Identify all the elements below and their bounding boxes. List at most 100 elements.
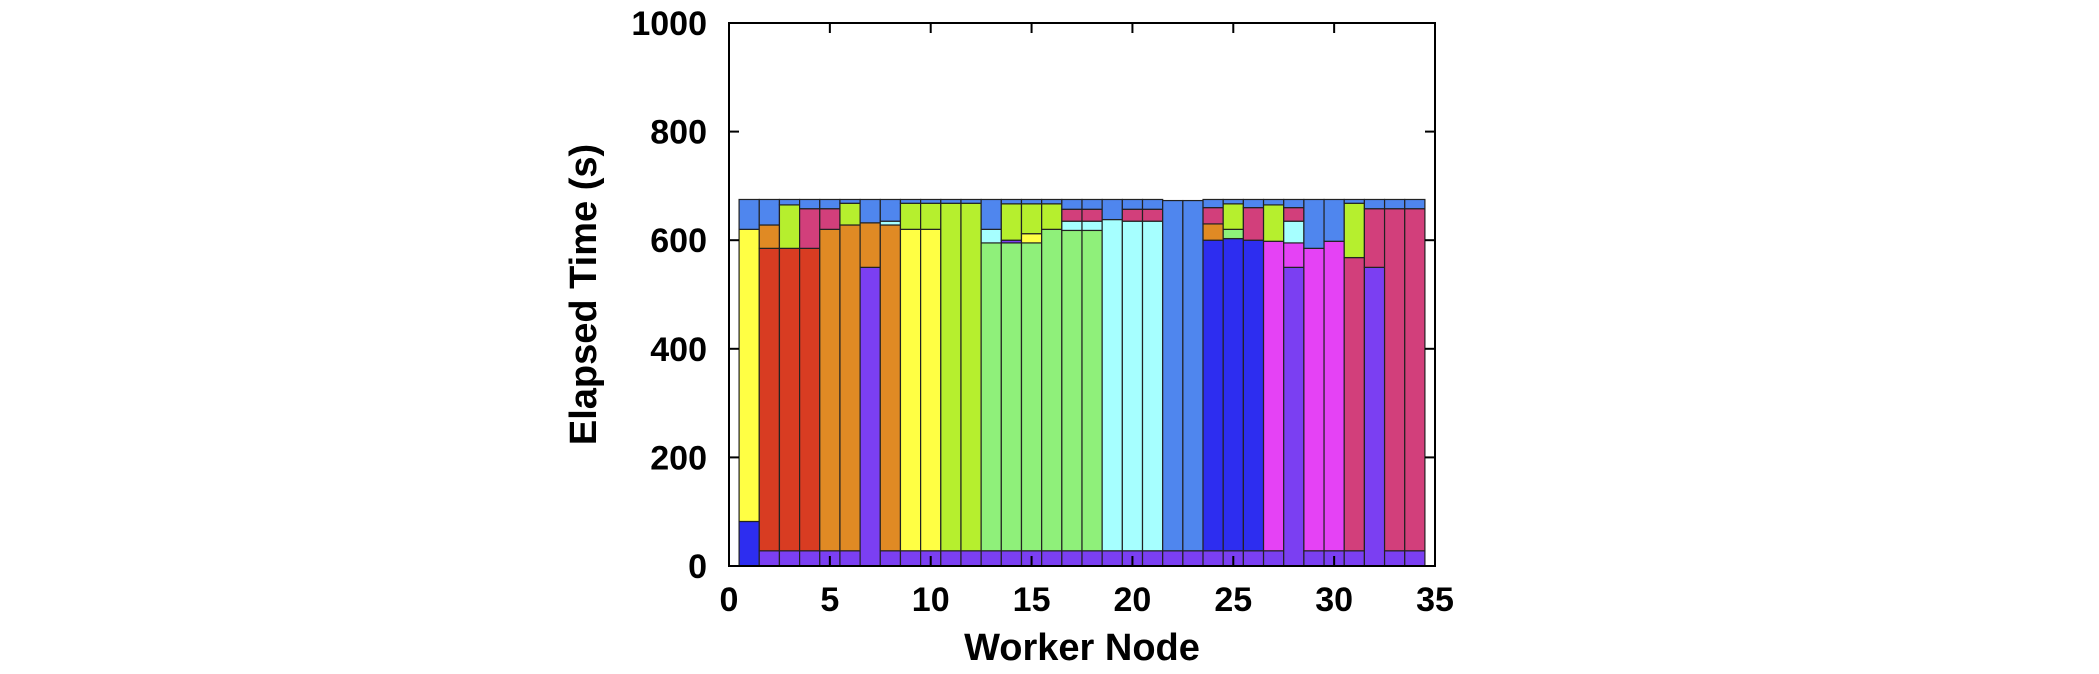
bar-segment-node-29-1 (1303, 247, 1325, 552)
bar-segment-node-17-3 (1061, 208, 1083, 222)
bar-segment-node-34-0 (1404, 550, 1426, 567)
bar-segment-node-19-2 (1101, 198, 1123, 221)
bar-segment-node-19-0 (1101, 550, 1123, 567)
bar-segment-node-18-3 (1081, 208, 1103, 222)
bar-segment-node-3-1 (778, 247, 801, 552)
bar-segment-node-34-2 (1404, 198, 1426, 210)
bar-segment-node-28-0 (1283, 266, 1305, 567)
bar-segment-node-1-0 (738, 520, 760, 567)
bar-segment-node-24-0 (1202, 550, 1224, 567)
y-tick-label-800: 800 (650, 114, 707, 152)
bar-segment-node-15-1 (1020, 242, 1043, 552)
bar-segment-node-31-0 (1343, 550, 1365, 567)
bar-segment-node-29-2 (1303, 198, 1325, 249)
bar-segment-node-4-0 (798, 550, 821, 567)
bar-segment-node-21-3 (1141, 198, 1164, 210)
bar-segment-node-21-0 (1141, 550, 1164, 567)
bar-segment-node-20-3 (1121, 198, 1144, 210)
bar-segment-node-23-0 (1182, 550, 1204, 567)
bar-segment-node-6-3 (839, 198, 861, 204)
y-tick-label-200: 200 (650, 439, 707, 477)
bar-segment-node-9-3 (899, 198, 922, 204)
bar-segment-node-4-1 (798, 247, 821, 552)
bar-segment-node-10-3 (920, 198, 942, 204)
ticks-layer: 0 200 400 600 800 1000 0 5 10 15 20 25 30 35 (631, 5, 1454, 619)
bar-segment-node-25-4 (1222, 198, 1244, 205)
bar-segment-node-31-2 (1343, 202, 1365, 259)
bar-segment-node-13-1 (980, 242, 1002, 552)
bar-segment-node-13-0 (980, 550, 1002, 567)
bar-segment-node-8-1 (879, 224, 902, 552)
bar-segment-node-18-2 (1081, 220, 1103, 232)
bar-segment-node-4-2 (798, 208, 821, 249)
bar-segment-node-26-0 (1242, 550, 1265, 567)
x-tick-label-20: 20 (1114, 581, 1152, 619)
bar-segment-node-18-1 (1081, 229, 1103, 552)
x-tick-label-5: 5 (820, 581, 839, 619)
bar-segment-node-3-0 (778, 550, 801, 567)
bar-segment-node-30-1 (1323, 240, 1345, 552)
bar-segment-node-26-1 (1242, 239, 1265, 552)
bar-segment-node-32-2 (1363, 198, 1386, 210)
bar-segment-node-14-4 (1000, 198, 1023, 205)
y-tick-label-1000: 1000 (631, 5, 707, 43)
x-tick-label-25: 25 (1214, 581, 1252, 619)
bars-layer (738, 198, 1426, 567)
bar-segment-node-9-2 (899, 202, 922, 230)
bar-segment-node-22-1 (1162, 199, 1184, 552)
bar-segment-node-21-2 (1141, 208, 1164, 222)
bar-segment-node-2-0 (758, 550, 781, 567)
bar-segment-node-28-2 (1283, 220, 1305, 244)
bar-segment-node-12-0 (960, 550, 982, 567)
bar-segment-node-18-4 (1081, 198, 1103, 210)
bar-segment-node-27-2 (1262, 204, 1285, 242)
bar-segment-node-15-4 (1020, 198, 1043, 205)
bar-segment-node-15-3 (1020, 203, 1043, 235)
bar-segment-node-2-3 (758, 198, 781, 226)
bar-segment-node-11-0 (940, 550, 962, 567)
bar-segment-node-13-3 (980, 198, 1002, 230)
y-tick-label-600: 600 (650, 222, 707, 260)
bar-segment-node-17-0 (1061, 550, 1083, 567)
bar-segment-node-15-2 (1020, 233, 1043, 244)
bar-segment-node-28-4 (1283, 198, 1305, 209)
bar-segment-node-12-2 (960, 198, 982, 204)
bar-segment-node-26-2 (1242, 207, 1265, 241)
bar-segment-node-14-3 (1000, 203, 1023, 241)
bar-segment-node-5-2 (819, 208, 841, 230)
bar-segment-node-2-1 (758, 247, 781, 552)
bar-segment-node-16-2 (1041, 203, 1063, 230)
bar-segment-node-33-2 (1383, 198, 1406, 210)
bar-segment-node-9-0 (899, 550, 922, 567)
bar-segment-node-26-3 (1242, 198, 1265, 209)
y-tick-label-0: 0 (688, 548, 707, 586)
bar-segment-node-28-3 (1283, 207, 1305, 222)
bar-segment-node-6-1 (839, 224, 861, 552)
bar-segment-node-14-1 (1000, 242, 1023, 552)
bar-segment-node-32-0 (1363, 266, 1386, 567)
bar-segment-node-33-1 (1383, 208, 1406, 552)
bar-segment-node-12-1 (960, 202, 982, 552)
bar-segment-node-27-1 (1262, 240, 1285, 552)
x-tick-label-35: 35 (1416, 581, 1454, 619)
bar-segment-node-29-0 (1303, 550, 1325, 567)
x-tick-label-30: 30 (1315, 581, 1353, 619)
bar-segment-node-8-0 (879, 550, 902, 567)
bar-segment-node-7-0 (859, 266, 881, 567)
bar-segment-node-2-2 (758, 224, 781, 249)
bar-segment-node-19-1 (1101, 218, 1123, 552)
bar-segment-node-10-1 (920, 228, 942, 552)
bar-segment-node-31-1 (1343, 256, 1365, 552)
bar-segment-node-20-2 (1121, 208, 1144, 222)
bar-segment-node-17-4 (1061, 198, 1083, 210)
bar-segment-node-10-2 (920, 202, 942, 230)
bar-segment-node-6-2 (839, 202, 861, 226)
bar-segment-node-21-1 (1141, 220, 1164, 552)
bar-segment-node-17-2 (1061, 220, 1083, 232)
bar-segment-node-20-1 (1121, 220, 1144, 552)
bar-segment-node-18-0 (1081, 550, 1103, 567)
bar-segment-node-31-3 (1343, 198, 1365, 204)
bar-segment-node-25-3 (1222, 203, 1244, 230)
bar-segment-node-14-0 (1000, 550, 1023, 567)
